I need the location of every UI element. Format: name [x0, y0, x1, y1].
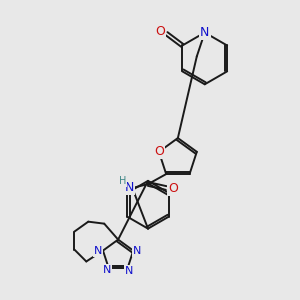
- Text: N: N: [125, 266, 134, 276]
- Text: H: H: [119, 176, 126, 186]
- Text: N: N: [94, 246, 102, 256]
- Text: N: N: [200, 26, 209, 39]
- Text: O: O: [168, 182, 178, 194]
- Text: N: N: [133, 246, 142, 256]
- Text: N: N: [103, 266, 111, 275]
- Text: O: O: [155, 25, 165, 38]
- Text: O: O: [154, 145, 164, 158]
- Text: N: N: [125, 181, 134, 194]
